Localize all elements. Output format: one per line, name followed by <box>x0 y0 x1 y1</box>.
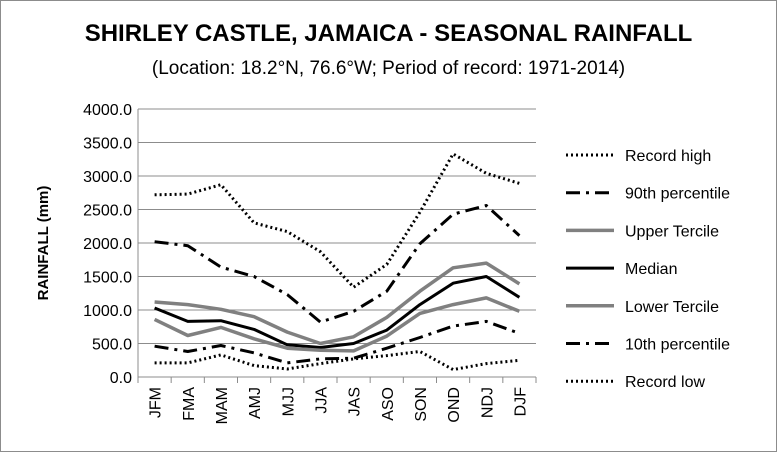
legend-label: Lower Tercile <box>625 299 719 316</box>
legend-label: Upper Tercile <box>625 223 719 240</box>
y-tick-label: 4000.0 <box>83 102 132 119</box>
series-line-upper-tercile <box>154 261 521 346</box>
legend-label: Record high <box>625 148 711 165</box>
x-tick-label: AMJ <box>247 387 264 419</box>
y-tick-label: 3500.0 <box>83 136 132 153</box>
x-tick-label: FMA <box>181 387 198 421</box>
x-tick-label: MAM <box>214 387 231 424</box>
y-tick-label: 1500.0 <box>83 270 132 287</box>
series-lines <box>153 152 521 372</box>
x-tick-label: NDJ <box>479 387 496 418</box>
x-tick-label: JJA <box>313 387 330 414</box>
series-line-median <box>154 275 521 349</box>
x-tick-label: OND <box>446 387 463 423</box>
chart-title: SHIRLEY CASTLE, JAMAICA - SEASONAL RAINF… <box>84 20 693 47</box>
y-tick-label: 0.0 <box>110 370 132 387</box>
gridlines <box>138 108 536 378</box>
series-line-90th-percentile <box>154 204 521 324</box>
series-line-10th-percentile <box>154 319 520 365</box>
x-tick-label: SON <box>413 387 430 422</box>
y-tick-label: 2000.0 <box>83 236 132 253</box>
x-tick-label: ASO <box>380 387 397 421</box>
x-tick-label: JAS <box>347 387 364 416</box>
chart-subtitle: (Location: 18.2°N, 76.6°W; Period of rec… <box>151 58 626 79</box>
x-tick-label: MJJ <box>280 387 297 416</box>
y-axis-label: RAINFALL (mm) <box>35 186 52 301</box>
series-line-record-high <box>154 152 520 289</box>
legend-label: Median <box>625 261 677 278</box>
x-tick-label: DJF <box>512 387 529 417</box>
y-axis: 4000.0 3500.0 3000.0 2500.0 2000.0 1500.0 1000… <box>83 102 139 387</box>
legend-label: 90th percentile <box>625 186 730 203</box>
legend-label: Record low <box>625 374 705 391</box>
series-line-lower-tercile <box>153 296 521 353</box>
x-tick-label: JFM <box>148 387 165 418</box>
legend-label: 10th percentile <box>625 337 730 354</box>
x-axis: JFM FMA MAM AMJ MJJ JJA JAS ASO SON OND NDJ DJF <box>137 377 537 424</box>
y-tick-label: 500.0 <box>92 337 132 354</box>
y-tick-label: 2500.0 <box>83 203 132 220</box>
y-tick-label: 1000.0 <box>83 303 132 320</box>
y-tick-label: 3000.0 <box>83 169 132 186</box>
series-line-record-low <box>154 350 520 372</box>
legend: Record high 90th percentile Upper Tercile M… <box>566 148 730 391</box>
